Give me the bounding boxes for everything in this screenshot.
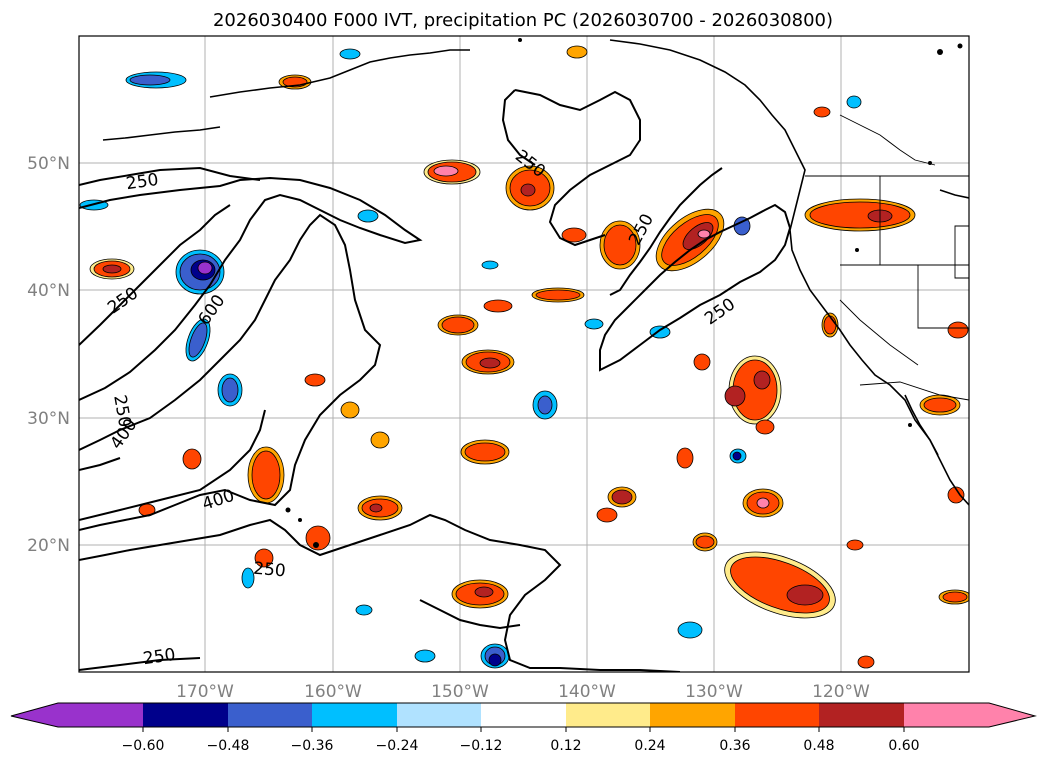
pos-blob-south-central [460,439,510,465]
lat-label-50n: 50°N [27,154,70,174]
lat-label-30n: 30°N [27,409,70,429]
lat-labels: 50°N 40°N 30°N 20°N [27,154,70,556]
pos-blob-hawaii-1 [247,446,285,504]
colorbar-outline [10,702,1037,728]
pos-blob-small-2 [821,312,839,338]
colorbar-tick-label: 0.12 [550,738,581,754]
colorbar-segment [566,703,650,727]
lat-label-20n: 20°N [27,536,70,556]
colorbar-tick-label: 0.36 [719,738,750,754]
contour-label: 250 [142,645,177,669]
map-frame [78,35,970,673]
neg-blob-west-strong [175,249,225,295]
colorbar-tick-label: −0.24 [376,738,419,754]
gridlines [79,36,969,672]
colorbar: −0.60 −0.48 −0.36 −0.24 −0.12 0.12 0.24 … [10,702,1037,754]
colorbar-tick-label: 0.60 [888,738,919,754]
neg-blob-west-2 [185,318,211,362]
neg-blob-mid [532,390,558,420]
pos-blob-small-3 [692,532,718,552]
map-background [79,36,969,672]
neg-blob-small [79,48,862,663]
pos-blob-mid-3 [531,287,585,303]
lon-label-140w: 140°W [558,682,616,702]
colorbar-segment [312,703,397,727]
colorbar-segment [819,703,904,727]
pos-blob-small-4 [938,589,969,605]
figure-title: 2026030400 F000 IVT, precipitation PC (2… [213,10,833,31]
pos-blob-south-east-2 [724,551,836,619]
colorbar-segment [143,703,228,727]
pos-blob-south-east-1 [742,488,784,518]
pos-blob-subtropical-east [728,355,782,425]
coastlines [102,39,969,506]
islands [285,38,963,548]
lon-label-120w: 120°W [812,682,870,702]
colorbar-tick-label: 0.48 [803,738,834,754]
pos-blob-mid-1 [437,314,479,336]
contour-label: 250 [252,559,286,582]
map-panel: 250 250 250 250 250 250 600 400 400 250 … [78,35,970,673]
pos-blob-central-pacific [423,159,481,185]
colorbar-tick-label: −0.60 [122,738,165,754]
positive-precip-anomalies [89,45,969,669]
lon-label-170w: 170°W [176,682,234,702]
pos-blob-north-central [505,165,555,211]
lon-labels: 170°W 160°W 150°W 140°W 130°W 120°W [176,682,870,702]
pos-blob-baja [919,394,961,416]
colorbar-tick-label: −0.48 [207,738,250,754]
colorbar-extend-high [904,703,1035,727]
lon-label-130w: 130°W [685,682,743,702]
pos-blob-south-1 [451,579,509,609]
pos-blob-south-2 [607,486,637,508]
colorbar-segment [397,703,481,727]
ivt-contours [79,89,792,672]
colorbar-tick-label: 0.24 [634,738,665,754]
neg-blob-nw [125,71,187,89]
lon-label-160w: 160°W [304,682,362,702]
lat-label-40n: 40°N [27,281,70,301]
contour-label: 250 [125,170,160,194]
lon-label-150w: 150°W [431,682,489,702]
pos-blob-hawaii-2 [357,495,403,521]
colorbar-extend-low [11,703,143,727]
colorbar-segment [735,703,819,727]
pos-blob-west-coast [804,198,916,232]
colorbar-tick-label: −0.12 [460,738,503,754]
colorbar-segment [650,703,735,727]
pos-blob-west-mid [599,220,641,270]
pos-blob-west-pacific [89,258,135,280]
neg-blob-south [480,643,510,669]
pos-blob-mid-2 [461,349,515,375]
colorbar-segment [481,703,566,727]
pos-blob-ne-pacific [655,208,725,272]
land-borders [805,114,969,401]
pos-blob-small-5 [138,45,969,669]
neg-blob-west-3 [217,373,243,407]
negative-precip-anomalies [79,48,862,669]
colorbar-segment [228,703,312,727]
colorbar-tick-label: −0.36 [291,738,334,754]
